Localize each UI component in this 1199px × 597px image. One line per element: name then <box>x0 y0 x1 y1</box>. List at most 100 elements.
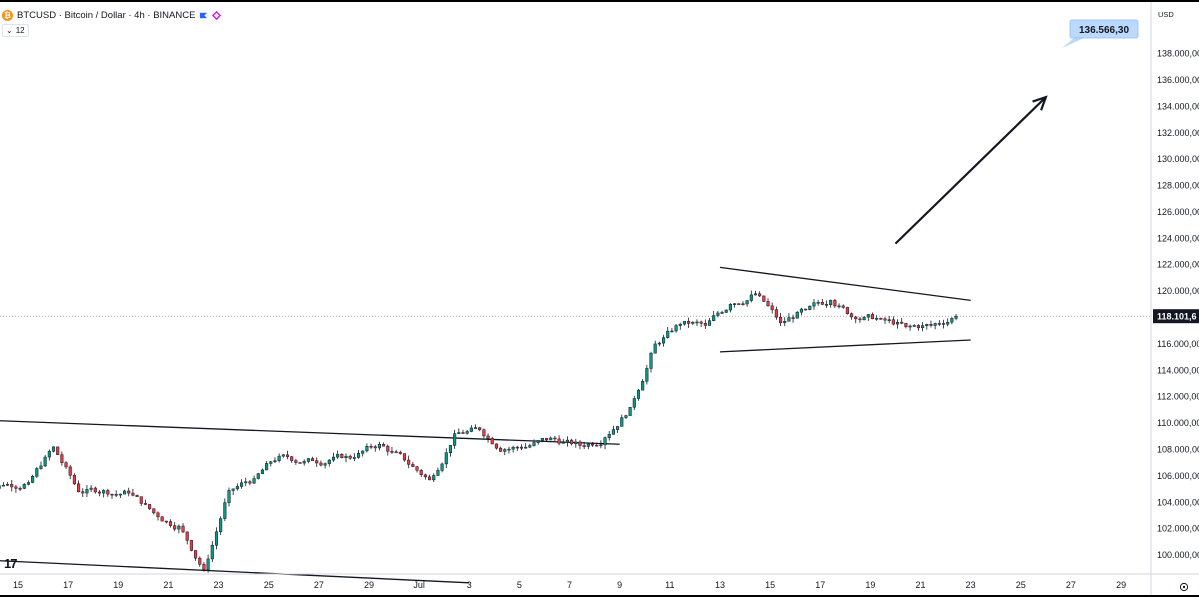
candle[interactable] <box>687 317 691 328</box>
candle[interactable] <box>616 426 620 434</box>
x-tick-label[interactable]: 21 <box>163 580 173 590</box>
candle[interactable] <box>766 298 770 307</box>
candle[interactable] <box>436 467 440 476</box>
candle[interactable] <box>302 459 306 466</box>
x-tick-label[interactable]: 17 <box>63 580 73 590</box>
candle[interactable] <box>503 448 507 456</box>
indicator-toggle[interactable]: ⌄ 12 <box>2 24 29 37</box>
candle[interactable] <box>39 461 43 470</box>
candle[interactable] <box>695 319 699 326</box>
candle[interactable] <box>816 299 820 306</box>
candle[interactable] <box>457 428 461 434</box>
y-tick-label[interactable]: 110.000,00 <box>1157 418 1199 428</box>
candle[interactable] <box>331 452 336 462</box>
candle[interactable] <box>662 334 666 347</box>
candle[interactable] <box>641 378 645 391</box>
candle[interactable] <box>173 522 177 532</box>
candle[interactable] <box>820 298 824 306</box>
candle[interactable] <box>64 461 68 469</box>
candle[interactable] <box>1 482 5 487</box>
candle[interactable] <box>833 298 837 308</box>
candle[interactable] <box>315 457 319 467</box>
candle[interactable] <box>858 316 862 323</box>
candle[interactable] <box>361 450 365 457</box>
y-tick-label[interactable]: 134.000,00 <box>1157 101 1199 111</box>
candle[interactable] <box>590 442 595 447</box>
trendline[interactable] <box>719 266 971 302</box>
candle[interactable] <box>499 446 503 452</box>
trendline[interactable] <box>0 420 620 445</box>
candle[interactable] <box>611 425 615 435</box>
candle[interactable] <box>156 511 160 521</box>
candle[interactable] <box>327 459 331 467</box>
candle[interactable] <box>478 427 482 432</box>
candle[interactable] <box>674 324 678 333</box>
candle[interactable] <box>227 487 231 507</box>
x-tick-label[interactable]: 25 <box>1016 580 1026 590</box>
candle[interactable] <box>277 453 281 463</box>
candle[interactable] <box>285 450 290 460</box>
flag-icon[interactable] <box>199 11 208 20</box>
candle[interactable] <box>377 441 381 451</box>
candle[interactable] <box>891 316 895 326</box>
candle[interactable] <box>323 462 327 469</box>
x-tick-label[interactable]: 9 <box>617 580 622 590</box>
candle[interactable] <box>386 444 390 456</box>
candle[interactable] <box>148 504 152 510</box>
candle[interactable] <box>494 443 498 450</box>
last-price-tag[interactable] <box>1153 309 1199 324</box>
candle[interactable] <box>519 444 524 451</box>
x-tick-label[interactable]: 27 <box>1066 580 1076 590</box>
candle[interactable] <box>941 319 946 329</box>
candle[interactable] <box>507 446 511 454</box>
candle[interactable] <box>486 433 490 443</box>
candle[interactable] <box>749 290 753 303</box>
candle[interactable] <box>344 453 348 463</box>
candle[interactable] <box>311 456 315 461</box>
candle[interactable] <box>850 312 854 320</box>
candle[interactable] <box>26 480 30 486</box>
symbol-header[interactable]: ₿ BTCUSD · Bitcoin / Dollar · 4h · BINAN… <box>2 8 222 22</box>
candle[interactable] <box>628 407 632 416</box>
candle[interactable] <box>223 498 227 522</box>
candle[interactable] <box>707 317 712 326</box>
candle[interactable] <box>887 316 891 324</box>
candle[interactable] <box>390 447 394 454</box>
candle[interactable] <box>536 439 540 445</box>
y-tick-label[interactable]: 124.000,00 <box>1157 233 1199 243</box>
candle[interactable] <box>143 499 147 506</box>
candle[interactable] <box>954 313 958 321</box>
candle[interactable] <box>89 485 93 492</box>
candle[interactable] <box>854 315 858 324</box>
candle[interactable] <box>248 480 252 486</box>
candle[interactable] <box>47 449 51 461</box>
candle[interactable] <box>837 303 841 309</box>
candle[interactable] <box>164 520 168 524</box>
candle[interactable] <box>712 310 716 322</box>
candle[interactable] <box>908 324 912 331</box>
candle[interactable] <box>783 317 787 327</box>
candle[interactable] <box>269 460 273 467</box>
candle[interactable] <box>620 414 624 427</box>
candle[interactable] <box>194 550 198 561</box>
candle[interactable] <box>916 324 920 331</box>
candle[interactable] <box>582 441 586 450</box>
candle[interactable] <box>599 440 603 449</box>
candle[interactable] <box>168 519 173 528</box>
x-tick-label[interactable]: 17 <box>815 580 825 590</box>
candle[interactable] <box>812 298 816 310</box>
y-tick-label[interactable]: 102.000,00 <box>1157 524 1199 534</box>
candle[interactable] <box>298 462 302 464</box>
x-tick-label[interactable]: 7 <box>567 580 572 590</box>
candle[interactable] <box>900 317 904 325</box>
candle[interactable] <box>511 445 515 453</box>
candle[interactable] <box>294 458 298 465</box>
candle[interactable] <box>595 442 599 447</box>
y-tick-label[interactable]: 104.000,00 <box>1157 497 1199 507</box>
candle[interactable] <box>875 315 879 321</box>
candle[interactable] <box>578 440 582 450</box>
candle[interactable] <box>528 443 532 449</box>
candle[interactable] <box>586 442 590 450</box>
candle[interactable] <box>219 516 223 536</box>
candle[interactable] <box>728 303 732 313</box>
